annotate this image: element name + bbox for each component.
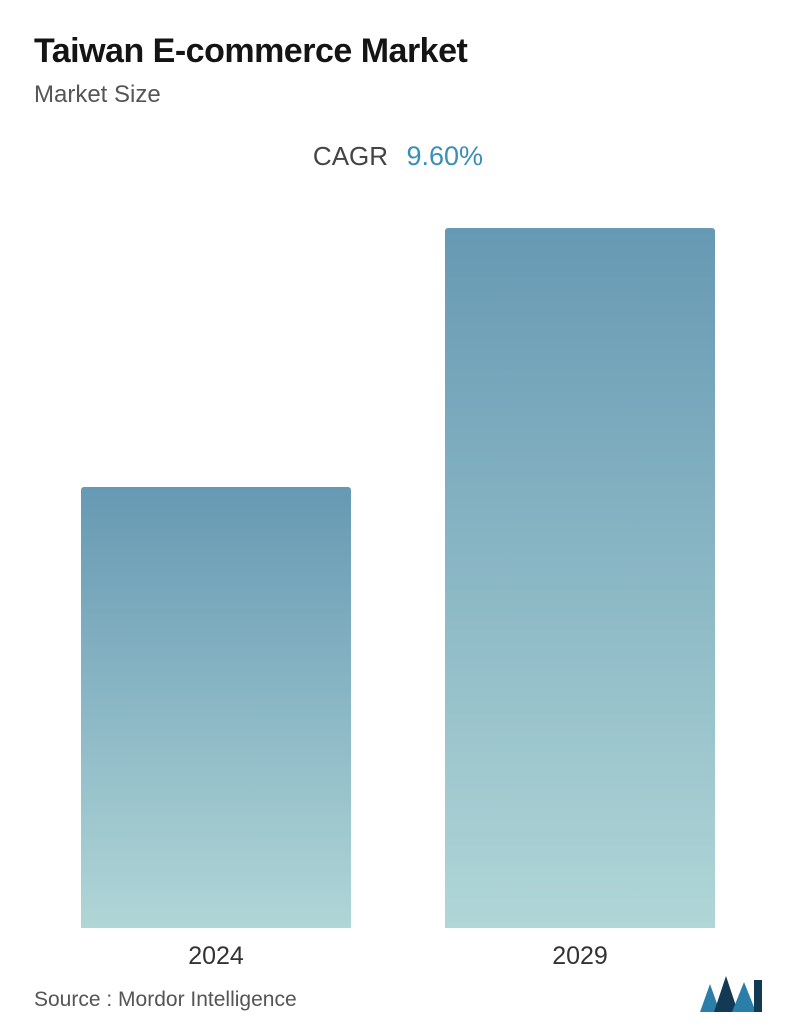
- chart-container: Taiwan E-commerce Market Market Size CAG…: [0, 0, 796, 1034]
- brand-logo: [700, 972, 762, 1012]
- bar: [445, 228, 714, 928]
- bars-group: [34, 228, 762, 928]
- cagr-value: 9.60%: [407, 141, 484, 172]
- bar-chart: [34, 228, 762, 928]
- cagr-label: CAGR: [313, 141, 388, 172]
- chart-title: Taiwan E-commerce Market: [34, 32, 762, 71]
- brand-logo-icon: [700, 972, 762, 1012]
- chart-subtitle: Market Size: [34, 81, 762, 109]
- x-axis-label: 2029: [552, 942, 608, 971]
- chart-footer: Source : Mordor Intelligence: [34, 972, 762, 1012]
- bar: [81, 487, 350, 928]
- source-text: Source : Mordor Intelligence: [34, 988, 297, 1012]
- x-axis-label: 2024: [188, 942, 244, 971]
- cagr-row: CAGR 9.60%: [34, 141, 762, 172]
